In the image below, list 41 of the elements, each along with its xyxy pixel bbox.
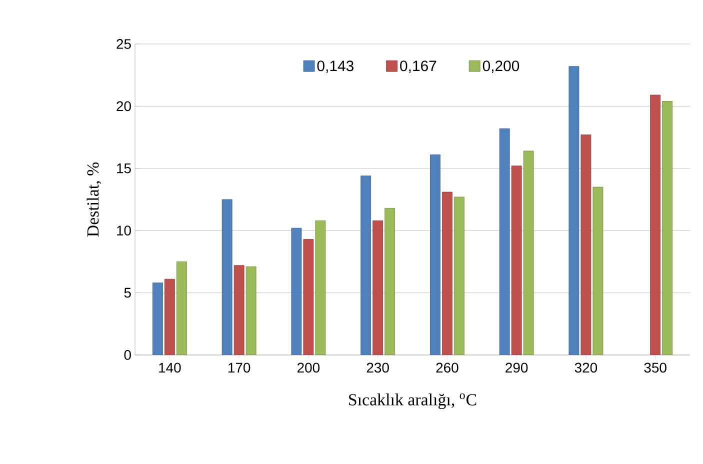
x-tick-label: 140 — [159, 362, 181, 373]
x-tick-label: 320 — [574, 362, 598, 373]
bar — [568, 66, 580, 355]
bar — [384, 208, 396, 355]
x-tick-label: 200 — [298, 362, 320, 373]
bar — [152, 282, 163, 355]
bar — [430, 154, 440, 355]
y-axis-title: Destilat, % — [86, 162, 102, 237]
bar — [523, 150, 534, 355]
bar — [511, 166, 522, 355]
bar — [222, 199, 232, 355]
legend-label: 0,143 — [317, 60, 354, 73]
legend-label: 0,167 — [400, 60, 436, 73]
bar — [176, 261, 187, 355]
bar — [662, 101, 673, 355]
y-tick-label: 10 — [117, 226, 131, 236]
x-tick-label: 290 — [506, 362, 528, 373]
bar — [499, 128, 510, 355]
bar — [360, 176, 372, 355]
bar — [234, 265, 244, 355]
bar — [372, 220, 384, 355]
bar — [592, 186, 604, 355]
x-axis-title: Sıcaklık aralığı, $^{o}$C — [349, 393, 476, 409]
bar — [454, 196, 464, 355]
y-tick-label: 15 — [117, 164, 131, 174]
y-tick-label: 20 — [116, 101, 131, 112]
bar — [315, 220, 326, 355]
legend-label: 0,200 — [482, 60, 520, 73]
y-tick-label: 5 — [124, 288, 131, 298]
bar — [303, 239, 314, 355]
x-tick-label: 170 — [228, 362, 250, 373]
bar — [650, 94, 661, 355]
x-tick-label: 230 — [366, 362, 389, 373]
x-tick-label: 260 — [436, 362, 458, 373]
bar — [442, 192, 452, 355]
x-tick-label: 350 — [644, 362, 666, 373]
y-tick-label: 0 — [124, 350, 131, 360]
bar — [246, 266, 256, 355]
y-tick-label: 25 — [116, 39, 131, 49]
bar — [580, 134, 592, 355]
bar — [164, 278, 175, 355]
